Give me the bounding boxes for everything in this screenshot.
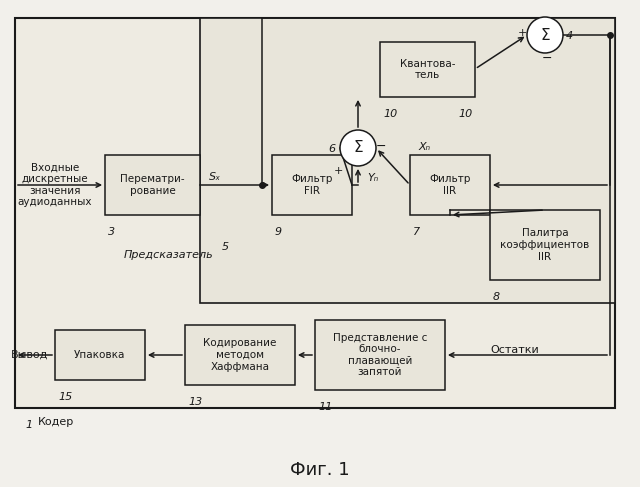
Bar xyxy=(272,155,352,215)
Text: 9: 9 xyxy=(275,227,282,237)
Text: Фильтр
FIR: Фильтр FIR xyxy=(291,174,333,196)
Circle shape xyxy=(340,130,376,166)
Text: Упаковка: Упаковка xyxy=(74,350,125,360)
Text: 10: 10 xyxy=(383,109,397,119)
Text: Входные
дискретные
значения
аудиоданных: Входные дискретные значения аудиоданных xyxy=(18,163,92,207)
Text: +: + xyxy=(517,28,527,38)
Text: 15: 15 xyxy=(58,392,72,402)
Text: Фиг. 1: Фиг. 1 xyxy=(290,461,350,479)
Text: Yₙ: Yₙ xyxy=(367,173,379,183)
Bar xyxy=(380,42,475,97)
Text: 11: 11 xyxy=(318,402,332,412)
Bar xyxy=(410,155,490,215)
Text: +: + xyxy=(333,166,342,176)
Text: Квантова-
тель: Квантова- тель xyxy=(400,59,455,80)
Text: Кодер: Кодер xyxy=(38,417,74,427)
Text: −: − xyxy=(376,139,387,152)
Bar xyxy=(15,18,615,408)
Bar xyxy=(315,320,445,390)
Text: Вывод: Вывод xyxy=(12,350,49,360)
Text: 3: 3 xyxy=(108,227,115,237)
Text: Перематри-
рование: Перематри- рование xyxy=(120,174,185,196)
Text: Σ: Σ xyxy=(353,141,363,155)
Text: 10: 10 xyxy=(459,109,473,119)
Text: Фильтр
IIR: Фильтр IIR xyxy=(429,174,470,196)
Text: 6: 6 xyxy=(328,144,335,154)
Text: 4: 4 xyxy=(566,31,573,41)
Text: 5: 5 xyxy=(222,242,229,252)
Circle shape xyxy=(527,17,563,53)
Text: Σ: Σ xyxy=(540,27,550,42)
Text: Представление с
блочно-
плавающей
запятой: Представление с блочно- плавающей запято… xyxy=(333,333,427,377)
Text: 7: 7 xyxy=(413,227,420,237)
Text: Xₙ: Xₙ xyxy=(419,142,431,152)
Text: Кодирование
методом
Хаффмана: Кодирование методом Хаффмана xyxy=(204,338,276,372)
Bar xyxy=(200,18,615,303)
Text: 1: 1 xyxy=(25,420,32,430)
Text: 8: 8 xyxy=(493,292,500,302)
Text: Sₓ: Sₓ xyxy=(209,172,221,182)
Text: 13: 13 xyxy=(188,397,202,407)
Bar xyxy=(490,210,600,280)
Text: −: − xyxy=(541,52,552,64)
Text: Остатки: Остатки xyxy=(490,345,539,355)
Text: Палитра
коэффициентов
IIR: Палитра коэффициентов IIR xyxy=(500,228,589,262)
Text: Предсказатель: Предсказатель xyxy=(123,250,213,260)
Bar xyxy=(105,155,200,215)
Bar xyxy=(55,330,145,380)
Bar xyxy=(185,325,295,385)
